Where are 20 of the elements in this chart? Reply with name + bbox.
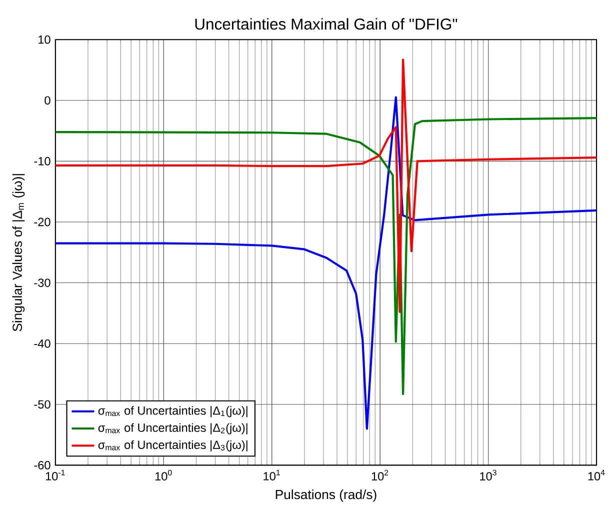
x-tick-label: 10$^{0}$ (155, 470, 172, 481)
y-tick-label: -20 (34, 218, 50, 226)
y-tick-label: -40 (34, 340, 50, 348)
y-tick-label: -30 (34, 278, 50, 288)
y-axis-title: Singular Values of |Δ$_{m}$ (jω)| (12, 174, 25, 332)
x-tick-label: 10$^{3}$ (480, 470, 496, 481)
legend-label: σ$_{max}$ of Uncertainties |Δ$_{3}$(jω)| (98, 440, 248, 452)
x-axis-title: Pulsations (rad/s) (276, 490, 376, 502)
legend-label: σ$_{max}$ of Uncertainties |Δ$_{2}$(jω)| (98, 423, 248, 434)
x-tick-label: 10$^{2}$ (372, 470, 388, 481)
y-tick-label: 0 (44, 96, 50, 105)
x-tick-label: 10$^{1}$ (264, 470, 280, 481)
y-tick-label: -10 (34, 157, 50, 166)
y-tick-label: -50 (34, 400, 50, 409)
x-tick-label: 10$^{-1}$ (46, 470, 65, 481)
y-tick-label: -60 (34, 461, 50, 470)
chart-title: Uncertainties Maximal Gain of "DFIG" (195, 18, 458, 30)
x-tick-label: 10$^{4}$ (588, 470, 605, 481)
y-tick-label: 10 (38, 36, 50, 44)
legend-label: σ$_{max}$ of Uncertainties |Δ$_{1}$(jω)| (98, 406, 248, 418)
